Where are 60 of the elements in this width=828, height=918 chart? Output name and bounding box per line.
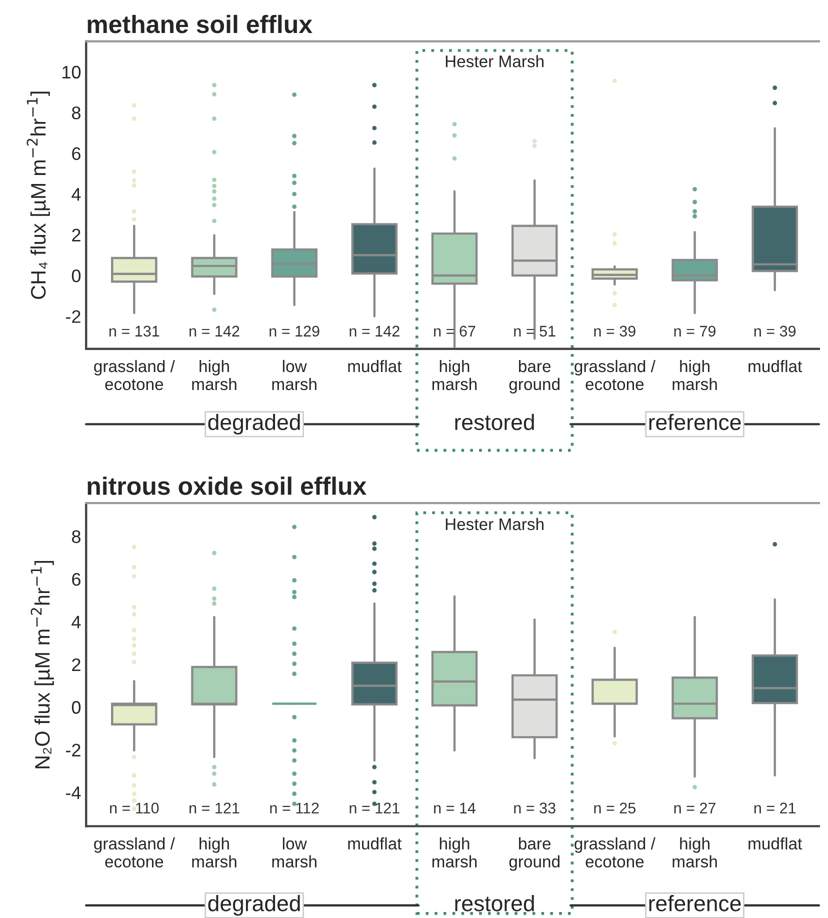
x-tick-label: high marsh	[432, 837, 477, 868]
annotation: n = 131	[109, 326, 160, 337]
y-axis-title: N₂O flux [µM m$^{−2}$hr$^{−1}$]	[30, 560, 54, 768]
x-tick-label: high marsh	[192, 837, 236, 868]
annotation: n = 112	[270, 802, 319, 814]
annotation: n = 27	[674, 802, 716, 814]
text: restored	[455, 414, 534, 430]
x-tick-label: high marsh	[672, 360, 717, 390]
annotation: n = 110	[110, 802, 159, 814]
y-tick-label: 2	[72, 228, 80, 242]
annotation: n = 21	[754, 802, 796, 814]
y-tick-label: -2	[66, 310, 80, 323]
y-tick-label: 2	[72, 658, 80, 671]
y-tick-label: 4	[72, 616, 81, 628]
y-tick-label: 8	[72, 530, 80, 544]
y-tick-label: -4	[66, 786, 81, 800]
chart-title: methane soil efflux	[88, 14, 312, 34]
text: restored	[455, 895, 534, 912]
annotation: n = 25	[594, 802, 636, 814]
text: degraded	[208, 895, 300, 916]
x-tick-label: bare ground	[509, 837, 560, 871]
annotation: Hester Marsh	[446, 55, 544, 68]
y-tick-label: -2	[66, 744, 80, 756]
annotation: n = 39	[594, 326, 636, 337]
annotation: n = 79	[674, 326, 716, 337]
x-tick-label: grassland / ecotone	[574, 360, 656, 390]
y-axis-title: CH₄ flux [µM m$^{−2}$hr$^{−1}$]	[26, 92, 50, 299]
chart-title: nitrous oxide soil efflux	[88, 476, 367, 495]
annotation: n = 121	[350, 802, 400, 814]
y-tick-label: 10	[62, 66, 81, 79]
annotation: n = 33	[514, 802, 556, 814]
annotation: n = 129	[270, 326, 320, 337]
x-tick-label: grassland / ecotone	[94, 360, 175, 390]
x-tick-label: high marsh	[672, 837, 717, 868]
x-tick-label: grassland / ecotone	[94, 837, 175, 868]
x-tick-label: mudflat	[348, 837, 402, 850]
x-tick-label: bare ground	[509, 360, 560, 394]
x-tick-label: grassland / ecotone	[574, 837, 656, 868]
x-tick-label: mudflat	[748, 837, 802, 850]
annotation: n = 39	[754, 326, 796, 337]
text: reference	[649, 895, 741, 912]
annotation: n = 142	[350, 326, 400, 336]
annotation: n = 142	[190, 326, 240, 336]
text: reference	[649, 414, 741, 430]
x-tick-label: mudflat	[348, 360, 402, 372]
x-tick-label: high marsh	[432, 360, 477, 390]
annotation: Hester Marsh	[446, 518, 544, 530]
annotation: n = 121	[190, 802, 240, 814]
x-tick-label: high marsh	[192, 360, 236, 390]
y-tick-label: 4	[72, 188, 81, 201]
y-tick-label: 8	[72, 106, 80, 120]
y-tick-label: 0	[72, 269, 81, 282]
y-tick-label: 6	[72, 572, 80, 586]
x-tick-label: mudflat	[748, 360, 802, 372]
text: degraded	[208, 414, 300, 435]
x-tick-label: low marsh	[272, 837, 316, 868]
x-tick-label: low marsh	[272, 360, 316, 390]
y-tick-label: 6	[72, 147, 80, 160]
y-tick-label: 0	[72, 701, 81, 714]
annotation: n = 14	[434, 802, 476, 814]
